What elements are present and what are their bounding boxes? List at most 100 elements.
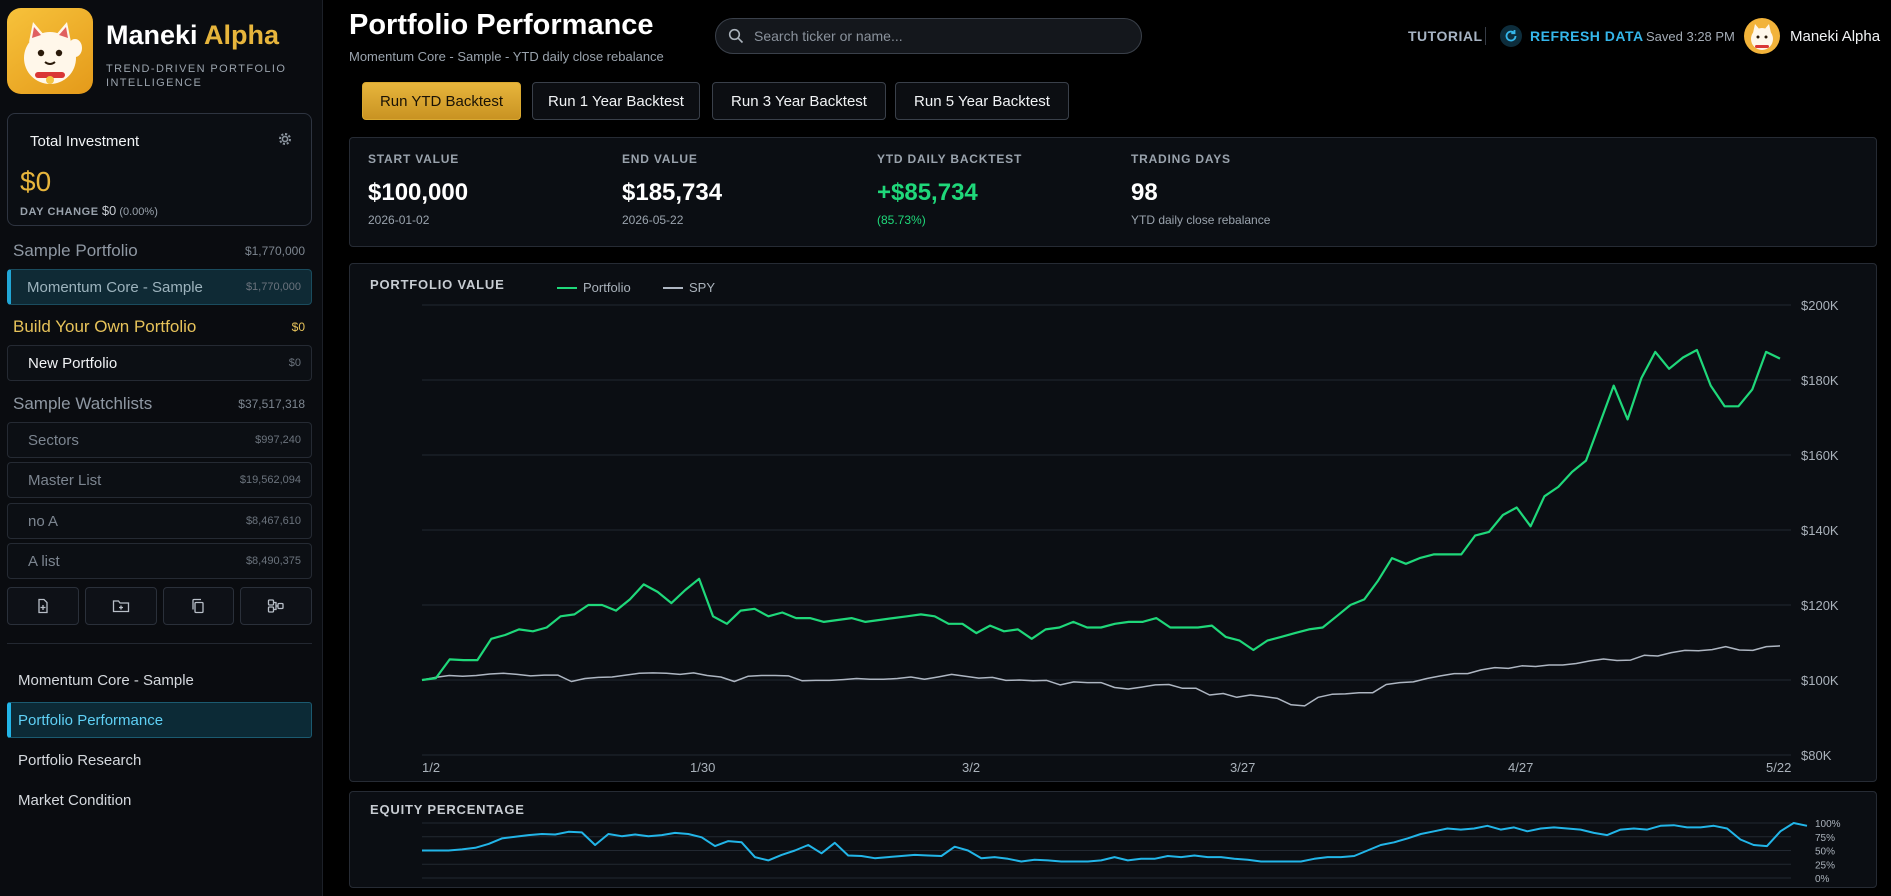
watchlist-item-sectors[interactable]: Sectors $997,240 bbox=[7, 422, 312, 458]
portfolio-value-panel: PORTFOLIO VALUE Portfolio SPY $80K $100K $… bbox=[349, 263, 1877, 782]
stat-sub: YTD daily close rebalance bbox=[1131, 213, 1271, 227]
x-tick-label: 5/22 bbox=[1766, 760, 1791, 775]
legend-spy[interactable]: SPY bbox=[663, 280, 715, 295]
portfolio-item-label: Momentum Core - Sample bbox=[27, 278, 203, 296]
new-folder-icon bbox=[112, 600, 129, 613]
equity-percentage-chart[interactable]: 100% 75% 50% 25% 0% bbox=[350, 792, 1877, 888]
legend-portfolio[interactable]: Portfolio bbox=[557, 280, 631, 295]
stat-sub: 2026-05-22 bbox=[622, 213, 684, 227]
portfolio-item-label: New Portfolio bbox=[28, 354, 118, 372]
header-separator bbox=[1485, 27, 1486, 45]
watchlist-item-label: A list bbox=[28, 552, 60, 570]
gear-icon[interactable] bbox=[277, 131, 293, 147]
stat-value: $100,000 bbox=[368, 179, 469, 206]
watchlist-item-label: Master List bbox=[28, 471, 102, 489]
link-button[interactable] bbox=[240, 587, 312, 625]
series-line-portfolio bbox=[421, 348, 1781, 682]
run-3-year-backtest-button[interactable]: Run 3 Year Backtest bbox=[712, 82, 886, 120]
maneki-cat-logo[interactable] bbox=[7, 8, 93, 94]
stat-label: YTD DAILY BACKTEST bbox=[877, 152, 1023, 166]
run-5-year-backtest-button[interactable]: Run 5 Year Backtest bbox=[895, 82, 1069, 120]
refresh-data-button[interactable]: REFRESH DATA bbox=[1500, 18, 1644, 54]
investment-value: $0 bbox=[20, 166, 52, 197]
refresh-icon bbox=[1500, 25, 1522, 47]
stat-label: START VALUE bbox=[368, 152, 460, 166]
portfolio-item-value: $1,770,000 bbox=[245, 281, 301, 293]
search-icon bbox=[728, 28, 744, 44]
brand-tagline: TREND-DRIVEN PORTFOLIO INTELLIGENCE bbox=[106, 63, 287, 89]
y-tick-label: $160K bbox=[1801, 448, 1839, 463]
stat-sub: 2026-01-02 bbox=[368, 213, 430, 227]
sidebar: Maneki Alpha TREND-DRIVEN PORTFOLIO INTE… bbox=[0, 0, 323, 896]
y-tick-label: 100% bbox=[1815, 819, 1841, 830]
legend-swatch-spy bbox=[663, 286, 683, 289]
stat-sub: (85.73%) bbox=[877, 213, 926, 227]
day-change: DAY CHANGE $0 (0.00%) bbox=[20, 203, 158, 218]
brand-name-main: Maneki bbox=[106, 20, 198, 50]
stat-value: +$85,734 bbox=[877, 179, 978, 206]
y-tick-label: $140K bbox=[1801, 523, 1839, 538]
y-tick-label: $120K bbox=[1801, 598, 1839, 613]
equity-percentage-panel: EQUITY PERCENTAGE 100% 75% 50% 25% 0% bbox=[349, 791, 1877, 888]
saved-status: Saved 3:28 PM bbox=[1646, 28, 1735, 44]
refresh-label: REFRESH DATA bbox=[1530, 28, 1644, 44]
search-input[interactable] bbox=[754, 28, 1134, 44]
stat-trading-days: TRADING DAYS 98 YTD daily close rebalanc… bbox=[1131, 152, 1270, 227]
page-subtitle: Momentum Core - Sample - YTD daily close… bbox=[349, 49, 664, 64]
y-tick-label: $180K bbox=[1801, 373, 1839, 388]
watchlist-item-value: $19,562,094 bbox=[239, 474, 301, 486]
nav-item-portfolio-performance[interactable]: Portfolio Performance bbox=[7, 702, 312, 738]
stat-value: 98 bbox=[1131, 179, 1158, 206]
stat-end-value: END VALUE $185,734 2026-05-22 bbox=[622, 152, 722, 227]
new-file-icon bbox=[38, 598, 48, 614]
portfolio-value-title: PORTFOLIO VALUE bbox=[370, 277, 505, 292]
section-label: Sample Portfolio bbox=[13, 241, 138, 260]
watchlist-item-value: $8,467,610 bbox=[245, 515, 301, 527]
x-tick-label: 3/27 bbox=[1230, 760, 1255, 775]
nav-item-portfolio-research[interactable]: Portfolio Research bbox=[18, 751, 142, 769]
section-label: Sample Watchlists bbox=[13, 394, 153, 413]
sample-watchlists-header[interactable]: Sample Watchlists $37,517,318 bbox=[13, 392, 305, 416]
y-tick-label: 75% bbox=[1815, 833, 1835, 844]
build-own-portfolio-header[interactable]: Build Your Own Portfolio $0 bbox=[13, 315, 305, 339]
total-investment-card: Total Investment $0 DAY CHANGE $0 (0.00%… bbox=[7, 113, 312, 226]
stat-label: END VALUE bbox=[622, 152, 698, 166]
avatar[interactable] bbox=[1744, 18, 1780, 54]
sample-portfolio-header[interactable]: Sample Portfolio $1,770,000 bbox=[13, 239, 305, 263]
day-change-pct: (0.00%) bbox=[119, 206, 158, 218]
brand-name-accent: Alpha bbox=[204, 20, 280, 50]
new-folder-button[interactable] bbox=[84, 587, 157, 625]
stat-value: $185,734 bbox=[622, 179, 723, 206]
watchlist-item-a-list[interactable]: A list $8,490,375 bbox=[7, 543, 312, 579]
copy-icon bbox=[192, 598, 205, 614]
watchlist-item-label: no A bbox=[28, 512, 59, 530]
stats-panel: START VALUE $100,000 2026-01-02 END VALU… bbox=[349, 137, 1877, 247]
nav-item-market-condition[interactable]: Market Condition bbox=[18, 791, 132, 809]
new-file-button[interactable] bbox=[7, 587, 79, 625]
search-bar[interactable] bbox=[715, 18, 1142, 54]
section-label: Build Your Own Portfolio bbox=[13, 317, 197, 336]
run-1-year-backtest-button[interactable]: Run 1 Year Backtest bbox=[532, 82, 700, 120]
sidebar-toolbar bbox=[7, 587, 312, 625]
run-ytd-backtest-button[interactable]: Run YTD Backtest bbox=[362, 82, 521, 120]
portfolio-value-chart[interactable]: $80K $100K $120K $140K $160K $180K $200K 1/2 1/3… bbox=[350, 264, 1877, 782]
sidebar-divider bbox=[7, 643, 312, 644]
portfolio-item-new-portfolio[interactable]: New Portfolio $0 bbox=[7, 345, 312, 381]
username[interactable]: Maneki Alpha bbox=[1790, 27, 1881, 45]
y-tick-label: 0% bbox=[1815, 874, 1830, 885]
series-line-spy bbox=[421, 645, 1781, 707]
watchlist-item-master-list[interactable]: Master List $19,562,094 bbox=[7, 462, 312, 498]
x-tick-label: 1/30 bbox=[690, 760, 715, 775]
watchlist-item-label: Sectors bbox=[28, 431, 79, 449]
tutorial-link[interactable]: TUTORIAL bbox=[1408, 28, 1483, 44]
portfolio-item-momentum-core[interactable]: Momentum Core - Sample $1,770,000 bbox=[7, 269, 312, 305]
stat-label: TRADING DAYS bbox=[1131, 152, 1231, 166]
watchlist-item-no-a[interactable]: no A $8,467,610 bbox=[7, 503, 312, 539]
nav-item-momentum-core[interactable]: Momentum Core - Sample bbox=[18, 671, 194, 689]
copy-button[interactable] bbox=[162, 587, 235, 625]
y-tick-label: 50% bbox=[1815, 847, 1835, 858]
equity-line bbox=[422, 822, 1808, 863]
brand: Maneki Alpha TREND-DRIVEN PORTFOLIO INTE… bbox=[7, 8, 317, 96]
day-change-amount: $0 bbox=[101, 203, 117, 218]
y-tick-label: 25% bbox=[1815, 860, 1835, 871]
